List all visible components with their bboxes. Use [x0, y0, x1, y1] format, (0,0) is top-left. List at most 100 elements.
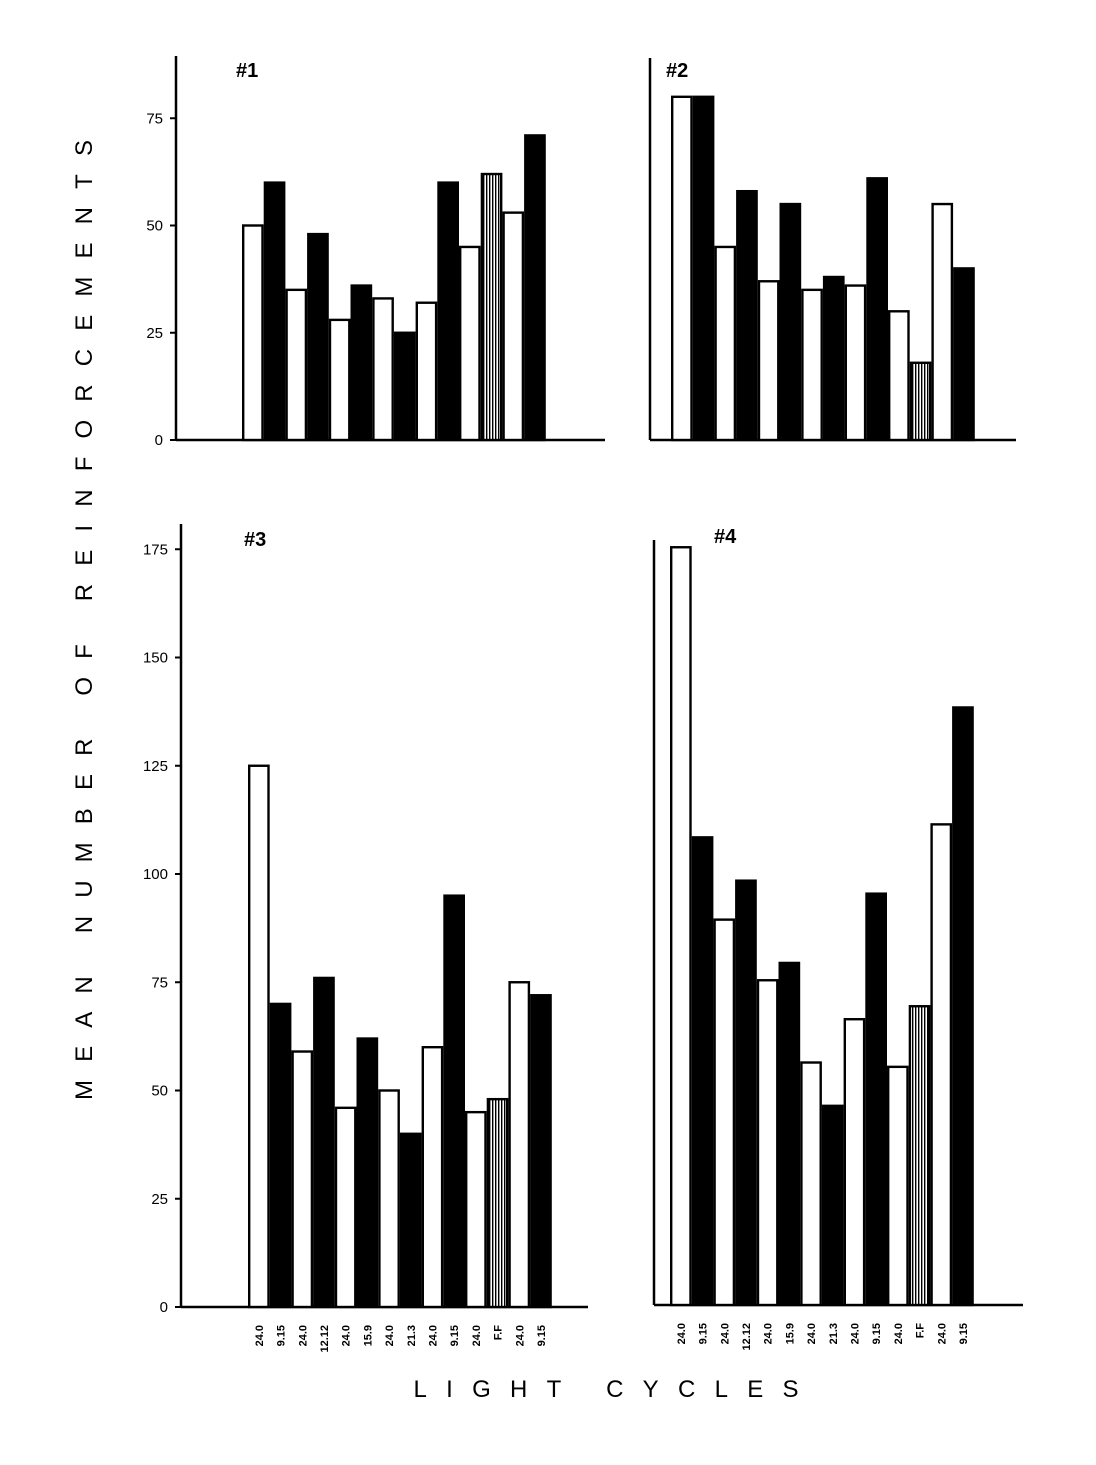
bar-12: [480, 172, 503, 442]
y-tick-label: 50: [151, 1083, 168, 1100]
panel-label: #1: [236, 60, 258, 82]
bar-9: [843, 1018, 866, 1307]
bar-12: [908, 1005, 931, 1307]
category-label: 24.0: [763, 1323, 775, 1344]
x-axis-title: LIGHT CYCLES: [414, 1376, 799, 1403]
bar-2: [691, 836, 714, 1307]
category-label: 9.15: [536, 1325, 548, 1346]
bar-4: [736, 189, 758, 442]
bar-1: [671, 95, 693, 442]
bar-13: [930, 823, 953, 1307]
y-tick-label: 0: [160, 1299, 168, 1316]
category-label: 24.0: [427, 1325, 439, 1346]
bar-9: [415, 301, 438, 442]
bar-10: [866, 177, 888, 442]
y-tick-label: 25: [146, 325, 163, 342]
panel-1: 0 25 50 75 #1: [146, 56, 605, 449]
category-label: 24.0: [384, 1325, 396, 1346]
category-label: 24.0: [936, 1323, 948, 1344]
bar-7: [372, 297, 394, 442]
category-label: 24.0: [719, 1323, 731, 1344]
bar-1: [241, 224, 264, 442]
bar-10: [443, 894, 465, 1309]
bar-3: [714, 245, 737, 442]
y-tick-label: 25: [151, 1191, 168, 1208]
panel-label: #4: [714, 526, 737, 548]
bar-5: [757, 280, 780, 442]
bar-2: [263, 181, 286, 442]
bar-4: [307, 232, 329, 442]
bar-11: [888, 310, 910, 442]
bar-2: [269, 1002, 292, 1309]
y-tick-label: 75: [146, 110, 163, 127]
y-tick-label: 175: [143, 541, 168, 558]
category-label: 9.15: [276, 1325, 288, 1346]
category-label: 24.0: [341, 1325, 353, 1346]
bar-6: [779, 202, 802, 442]
category-label: 12.12: [319, 1325, 331, 1353]
category-label: 24.0: [471, 1325, 483, 1346]
y-tick-label: 0: [155, 432, 163, 449]
panel-label: #3: [244, 529, 266, 551]
panel-4: #4 24.0 9.15 24.0 12.12 24.0 15.9 24.0 21.3 24.0 9…: [652, 526, 1023, 1351]
panel-3: 0 25 50 75 100 125 150 175 #3 24.0 9.15 24.0 12.12 24…: [143, 524, 588, 1353]
bar-9: [844, 284, 867, 442]
bar-14: [953, 267, 975, 442]
bar-6: [350, 284, 373, 442]
bar-11: [465, 1110, 487, 1309]
category-label: 9.15: [871, 1323, 883, 1344]
y-tick-label: 150: [143, 650, 168, 667]
category-label: F.F: [493, 1325, 505, 1341]
bar-14: [524, 134, 546, 442]
y-tick-label: 75: [151, 974, 168, 991]
bar-14: [952, 706, 974, 1307]
category-label: 24.0: [297, 1325, 309, 1346]
category-label: F.F: [915, 1323, 927, 1339]
bar-3: [713, 918, 736, 1307]
category-label: 24.0: [514, 1325, 526, 1346]
bar-6: [356, 1037, 379, 1309]
bar-3: [285, 288, 308, 442]
bar-7: [378, 1089, 400, 1309]
y-tick-label: 100: [143, 866, 168, 883]
y-axis-title: MEAN NUMBER OF REINFORCEMENTS: [71, 140, 98, 1100]
bar-5: [328, 318, 351, 442]
bar-5: [756, 979, 779, 1307]
category-label: 21.3: [406, 1325, 418, 1346]
panel-2: #2: [648, 58, 1016, 442]
category-label: 24.0: [849, 1323, 861, 1344]
bar-5: [334, 1106, 357, 1309]
category-label: 12.12: [741, 1323, 753, 1351]
bar-1: [670, 546, 692, 1307]
bar-3: [291, 1050, 314, 1309]
bar-4: [313, 976, 335, 1309]
category-label: 9.15: [698, 1323, 710, 1344]
category-label: 9.15: [958, 1323, 970, 1344]
bar-9: [421, 1045, 444, 1309]
bar-14: [530, 994, 552, 1309]
bar-13: [502, 211, 525, 442]
bar-10: [865, 892, 887, 1307]
panel-label: #2: [666, 60, 688, 82]
bar-11: [459, 245, 481, 442]
category-label: 15.9: [784, 1323, 796, 1344]
bar-8: [399, 1132, 422, 1309]
category-label: 9.15: [449, 1325, 461, 1346]
category-label: 24.0: [254, 1325, 266, 1346]
bar-8: [393, 331, 416, 442]
bar-7: [800, 1061, 822, 1307]
bar-6: [778, 961, 801, 1307]
bar-11: [887, 1065, 909, 1307]
bar-7: [801, 288, 823, 442]
y-tick-label: 125: [143, 758, 168, 775]
bar-12: [486, 1097, 509, 1309]
y-tick-label: 50: [146, 218, 163, 235]
category-label: 15.9: [362, 1325, 374, 1346]
bar-4: [735, 879, 757, 1307]
bar-1: [247, 764, 270, 1309]
bar-2: [692, 95, 715, 442]
category-label: 24.0: [676, 1323, 688, 1344]
bar-8: [822, 275, 845, 442]
bar-8: [821, 1104, 844, 1307]
